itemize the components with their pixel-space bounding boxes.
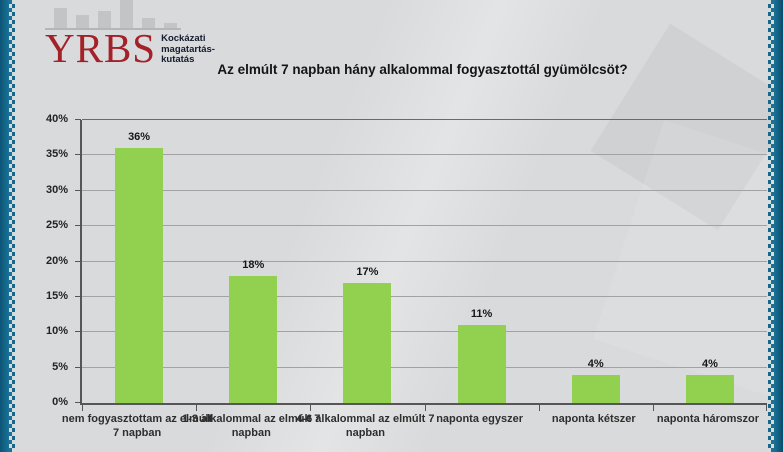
y-axis-label: 10% xyxy=(45,325,68,338)
right-stitched-border xyxy=(768,0,783,452)
bar xyxy=(685,375,734,403)
category-label-text: nem fogyasztottam az elmúlt 7 napban xyxy=(61,413,213,440)
y-axis-label: 30% xyxy=(45,183,68,196)
chart-title: Az elmúlt 7 napban hány alkalommal fogya… xyxy=(217,62,628,77)
category-label: naponta egyszer xyxy=(423,412,537,441)
logo-bar-icon xyxy=(142,18,155,28)
gridline xyxy=(82,331,767,333)
y-axis-tick xyxy=(75,295,81,297)
right-border-strip xyxy=(774,0,783,452)
y-axis-tick xyxy=(75,331,81,333)
bar-value-label: 36% xyxy=(128,131,151,143)
yrbs-logo: YRBS Kockázati magatartás- kutatás xyxy=(45,0,215,71)
bar-value-label: 4% xyxy=(587,358,604,370)
logo-subtitle: Kockázati magatartás- kutatás xyxy=(161,33,215,66)
y-axis-label: 5% xyxy=(52,360,68,373)
bar xyxy=(571,375,620,403)
y-axis-label: 15% xyxy=(45,289,68,302)
left-stitched-border xyxy=(0,0,15,452)
y-axis-label: 25% xyxy=(45,219,68,232)
x-axis-tick xyxy=(424,405,426,411)
y-axis-tick xyxy=(75,189,81,191)
y-axis-tick xyxy=(75,260,81,262)
gridline xyxy=(82,366,767,368)
x-axis-tick xyxy=(196,405,198,411)
logo-bar-icon xyxy=(98,11,111,28)
x-axis-tick xyxy=(82,405,83,411)
logo-bar-icon xyxy=(164,23,177,28)
y-axis-tick xyxy=(75,119,81,120)
category-labels: nem fogyasztottam az elmúlt 7 napban 1-3 … xyxy=(62,412,765,441)
logo-bar-icon xyxy=(54,8,67,28)
x-axis-tick xyxy=(652,405,654,411)
category-label-text: naponta kétszer xyxy=(551,413,636,425)
right-border-zigzag-pattern xyxy=(768,0,774,452)
logo-acronym: YRBS xyxy=(45,25,157,71)
bar-value-label: 11% xyxy=(470,308,493,320)
y-axis-tick xyxy=(75,366,81,368)
y-axis-label: 0% xyxy=(52,396,68,408)
bar xyxy=(229,276,278,403)
bar xyxy=(343,283,392,403)
logo-bar-icon xyxy=(76,15,89,28)
left-border-strip xyxy=(0,0,9,452)
logo-text-row: YRBS Kockázati magatartás- kutatás xyxy=(45,25,215,71)
y-axis-tick xyxy=(75,225,81,227)
logo-baseline-rule xyxy=(45,28,181,30)
gridline xyxy=(82,260,767,262)
category-label-text: naponta háromszor xyxy=(656,413,759,425)
category-label-text: 4-6 alkalommal az elmúlt 7 napban xyxy=(296,413,435,440)
logo-subtitle-line: Kockázati xyxy=(161,33,206,44)
x-axis-tick xyxy=(310,405,312,411)
x-axis-tick xyxy=(766,405,767,411)
bar xyxy=(115,148,164,403)
bar-value-label: 18% xyxy=(242,259,265,271)
y-axis-label: 35% xyxy=(45,148,68,161)
category-label-text: 1-3 alkalommal az elmúlt 7 napban xyxy=(182,413,321,440)
y-axis-tick xyxy=(75,402,81,403)
bar-value-label: 4% xyxy=(701,358,718,370)
bar-value-label: 17% xyxy=(356,266,379,278)
category-label: 1-3 alkalommal az elmúlt 7 napban xyxy=(182,412,320,441)
left-border-zigzag-pattern xyxy=(9,0,15,452)
category-label: nem fogyasztottam az elmúlt 7 napban xyxy=(62,412,212,441)
logo-subtitle-line: magatartás- xyxy=(161,43,215,55)
category-label: naponta háromszor xyxy=(651,412,765,441)
logo-mini-bar-chart-icon xyxy=(45,0,182,28)
gridline xyxy=(82,154,767,156)
gridline xyxy=(82,295,767,297)
gridline xyxy=(82,119,767,120)
y-axis-label: 20% xyxy=(45,254,68,267)
category-label-text: naponta egyszer xyxy=(436,413,523,425)
gridline xyxy=(82,189,767,191)
bar xyxy=(457,325,506,403)
category-label: naponta kétszer xyxy=(537,412,651,441)
plot-area: 0% 5% 10% 15% 20% 25% 30% 35% 40% 36% 18% 17% 11% 4% 4… xyxy=(46,113,767,411)
category-label: 4-6 alkalommal az elmúlt 7 napban xyxy=(296,412,434,441)
gridline xyxy=(82,225,767,227)
y-axis-tick xyxy=(75,154,81,156)
x-axis-tick xyxy=(538,405,540,411)
logo-subtitle-line: kutatás xyxy=(161,54,195,65)
y-axis-label: 40% xyxy=(45,113,68,125)
logo-bar-icon xyxy=(120,0,133,28)
